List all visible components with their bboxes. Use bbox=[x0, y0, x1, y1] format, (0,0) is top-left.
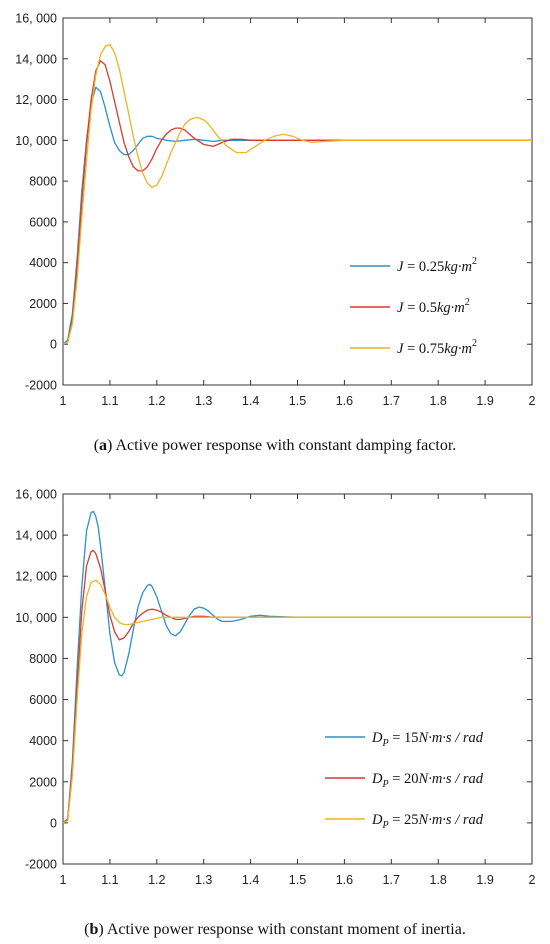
caption-a-close: ) bbox=[107, 437, 113, 454]
caption-a-text: Active power response with constant damp… bbox=[112, 437, 457, 454]
series-line-b-3 bbox=[62, 579, 532, 824]
x-tick-label-b: 1.5 bbox=[289, 873, 306, 887]
legend-label-a-1: J = 0.25kg·m2 bbox=[397, 256, 477, 275]
x-tick-label-b: 1.6 bbox=[336, 873, 353, 887]
y-tick-label-b: -2000 bbox=[25, 858, 57, 872]
chart-b: 1 1.1 1.2 1.3 1.4 1.5 1.6 1.7 1.8 1.9 2 -2000 0 2000 4… bbox=[15, 488, 536, 888]
y-tick-label-a: 0 bbox=[50, 338, 57, 352]
caption-b-letter: b bbox=[89, 921, 99, 938]
y-tick-label-a: 10, 000 bbox=[15, 134, 57, 148]
x-tick-label-a: 1.8 bbox=[430, 394, 447, 408]
y-tick-label-a: 6000 bbox=[29, 215, 57, 229]
x-tick-label-a: 1.9 bbox=[476, 394, 493, 408]
y-tick-label-b: 8000 bbox=[29, 652, 57, 666]
y-tick-label-b: 14, 000 bbox=[15, 529, 57, 543]
legend-label-b-1: DP = 15N·m·s / rad bbox=[371, 730, 484, 749]
caption-b-close: ) bbox=[98, 921, 104, 938]
y-tick-label-b: 4000 bbox=[29, 734, 57, 748]
plot-frame-b bbox=[62, 493, 533, 865]
series-line-a-2 bbox=[62, 60, 532, 345]
y-tick-label-b: 10, 000 bbox=[15, 611, 57, 625]
y-tick-label-a: 12, 000 bbox=[15, 93, 57, 107]
caption-b-open: ( bbox=[84, 921, 90, 938]
x-tick-label-b: 1.2 bbox=[148, 873, 165, 887]
x-tick-label-b: 1.9 bbox=[476, 873, 493, 887]
caption-a-open: ( bbox=[93, 437, 100, 454]
y-tick-label-b: 12, 000 bbox=[15, 570, 57, 584]
x-tick-label-b: 1.3 bbox=[195, 873, 212, 887]
caption-b-text: Active power response with constant mome… bbox=[103, 921, 466, 938]
x-tick-label-b: 2 bbox=[529, 873, 536, 887]
legend-label-a-3: J = 0.75kg·m2 bbox=[397, 338, 477, 357]
x-tick-label-b: 1.4 bbox=[242, 873, 259, 887]
series-line-b-1 bbox=[62, 510, 532, 824]
y-tick-label-a: 16, 000 bbox=[15, 12, 57, 26]
caption-b: (b) Active power response with constant … bbox=[0, 921, 550, 939]
chart-panel-a: 1 1.1 1.2 1.3 1.4 1.5 1.6 1.7 1.8 1.9 2 -2000 0 2000 4… bbox=[0, 12, 550, 455]
x-tick-label-a: 1.2 bbox=[148, 394, 165, 408]
x-tick-label-a: 1.6 bbox=[336, 394, 353, 408]
x-tick-label-b: 1.1 bbox=[101, 873, 118, 887]
y-tick-label-a: -2000 bbox=[25, 379, 57, 393]
x-tick-label-a: 1.4 bbox=[242, 394, 259, 408]
y-tick-label-a: 2000 bbox=[29, 297, 57, 311]
y-tick-label-a: 14, 000 bbox=[15, 52, 57, 66]
chart-a: 1 1.1 1.2 1.3 1.4 1.5 1.6 1.7 1.8 1.9 2 -2000 0 2000 4… bbox=[15, 12, 536, 409]
legend-label-a-2: J = 0.5kg·m2 bbox=[397, 297, 470, 316]
x-tick-label-b: 1.8 bbox=[430, 873, 447, 887]
x-tick-label-b: 1 bbox=[60, 873, 67, 887]
x-tick-label-a: 1.3 bbox=[195, 394, 212, 408]
y-tick-label-a: 8000 bbox=[29, 175, 57, 189]
plot-frame-a bbox=[62, 17, 533, 386]
caption-a-letter: a bbox=[99, 437, 108, 454]
caption-a: (a) Active power response with constant … bbox=[0, 437, 550, 455]
x-tick-label-a: 1.5 bbox=[289, 394, 306, 408]
x-tick-label-a: 2 bbox=[529, 394, 536, 408]
series-line-a-3 bbox=[62, 43, 532, 345]
x-tick-label-a: 1.7 bbox=[383, 394, 400, 408]
chart-panel-b: 1 1.1 1.2 1.3 1.4 1.5 1.6 1.7 1.8 1.9 2 -2000 0 2000 4… bbox=[0, 480, 550, 944]
y-tick-label-b: 0 bbox=[50, 816, 57, 830]
legend-label-b-2: DP = 20N·m·s / rad bbox=[371, 771, 484, 790]
x-tick-label-a: 1.1 bbox=[101, 394, 118, 408]
y-tick-label-b: 16, 000 bbox=[15, 488, 57, 502]
legend-label-b-3: DP = 25N·m·s / rad bbox=[371, 812, 484, 831]
x-tick-label-b: 1.7 bbox=[383, 873, 400, 887]
y-tick-label-b: 6000 bbox=[29, 693, 57, 707]
x-tick-label-a: 1 bbox=[60, 394, 67, 408]
y-tick-label-a: 4000 bbox=[29, 256, 57, 270]
y-tick-label-b: 2000 bbox=[29, 775, 57, 789]
